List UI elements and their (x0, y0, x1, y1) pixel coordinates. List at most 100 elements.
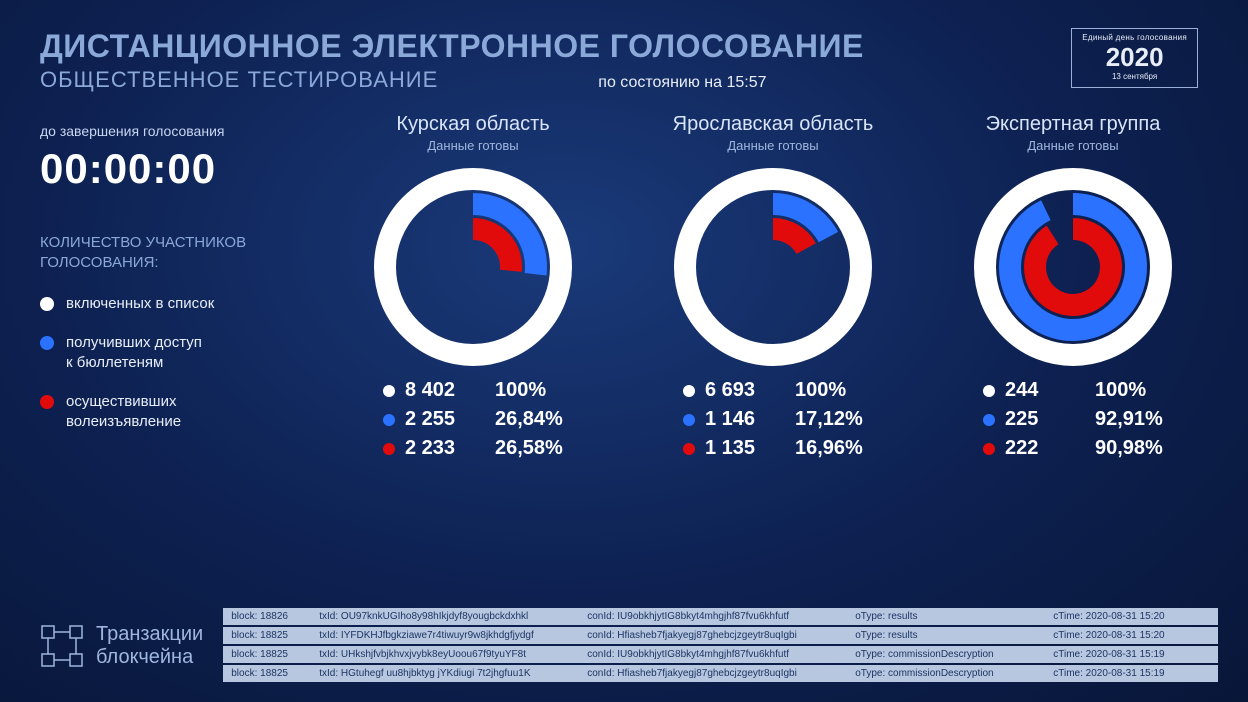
stat-value: 222 (1005, 437, 1085, 460)
region-status: Данные готовы (328, 138, 618, 153)
stat-percent: 90,98% (1095, 437, 1163, 460)
region-panel: Курская область Данные готовы 8 402 100% 2 2… (328, 113, 618, 460)
tx-id: txId: OU97knkUGIho8y98hIkjdyf8yougbckdxh… (319, 611, 569, 622)
stat-dot-icon (383, 414, 395, 426)
region-status: Данные готовы (928, 138, 1218, 153)
stat-dot-icon (383, 443, 395, 455)
stat-row: 2 233 26,58% (383, 437, 618, 460)
stat-row: 1 135 16,96% (683, 437, 918, 460)
region-status: Данные готовы (628, 138, 918, 153)
stat-row: 6 693100% (683, 379, 918, 402)
stat-row: 244 100% (983, 379, 1218, 402)
legend-text: получивших доступк бюллетеням (66, 333, 202, 372)
stat-percent: 16,96% (795, 437, 863, 460)
tx-id: txId: UHkshjfvbjkhvxjvybk8eyUoou67f9tyuY… (319, 649, 569, 660)
legend-dot-icon (40, 395, 54, 409)
blockchain-label: Транзакцииблокчейна (40, 623, 203, 669)
legend-item: получивших доступк бюллетеням (40, 333, 328, 372)
stat-value: 244 (1005, 379, 1085, 402)
countdown-label: до завершения голосования (40, 123, 328, 139)
region-stats: 8 402 100% 2 255 26,84% 2 233 26,58% (328, 379, 618, 460)
stat-value: 2 233 (405, 437, 485, 460)
legend-item: включенных в список (40, 294, 328, 314)
stat-percent: 26,58% (495, 437, 563, 460)
region-name: Экспертная группа (928, 113, 1218, 136)
tx-otype: oType: results (855, 630, 1035, 641)
header-titles: ДИСТАНЦИОННОЕ ЭЛЕКТРОННОЕ ГОЛОСОВАНИЕ ОБ… (40, 28, 1071, 93)
region-name: Курская область (328, 113, 618, 136)
page-subtitle: ОБЩЕСТВЕННОЕ ТЕСТИРОВАНИЕ (40, 67, 438, 93)
tx-block: block: 18825 (231, 630, 301, 641)
stat-percent: 92,91% (1095, 408, 1163, 431)
tx-conid: conId: Hfiasheb7fjakyegj87ghebcjzgeytr8u… (587, 668, 837, 679)
stat-value: 6 693 (705, 379, 785, 402)
transaction-row: block: 18825 txId: IYFDKHJfbgkziawe7r4tiw… (223, 627, 1218, 644)
tx-ctime: cTime: 2020-08-31 15:20 (1053, 630, 1210, 641)
page-title: ДИСТАНЦИОННОЕ ЭЛЕКТРОННОЕ ГОЛОСОВАНИЕ (40, 28, 1071, 65)
region-name: Ярославская область (628, 113, 918, 136)
stat-dot-icon (383, 385, 395, 397)
content: до завершения голосования 00:00:00 КОЛИЧ… (0, 103, 1248, 460)
transactions-table: block: 18826 txId: OU97knkUGIho8y98hIkjdy… (223, 608, 1218, 684)
tx-block: block: 18825 (231, 649, 301, 660)
stat-row: 225 92,91% (983, 408, 1218, 431)
badge-top: Единый день голосования (1082, 33, 1187, 42)
donut-chart (373, 167, 573, 367)
tx-conid: conId: Hfiasheb7fjakyegj87ghebcjzgeytr8u… (587, 630, 837, 641)
stat-dot-icon (983, 414, 995, 426)
transaction-row: block: 18825 txId: HGtuhegf uu8hjbktyg jY… (223, 665, 1218, 682)
election-day-badge: Единый день голосования 2020 13 сентября (1071, 28, 1198, 88)
status-time: по состоянию на 15:57 (598, 74, 766, 92)
tx-otype: oType: commissionDescryption (855, 668, 1035, 679)
tx-id: txId: IYFDKHJfbgkziawe7r4tiwuyr9w8jkhdgf… (319, 630, 569, 641)
tx-otype: oType: commissionDescryption (855, 649, 1035, 660)
stat-value: 225 (1005, 408, 1085, 431)
legend-list: включенных в список получивших доступк бю… (40, 294, 328, 432)
stat-row: 2 255 26,84% (383, 408, 618, 431)
donut-chart (973, 167, 1173, 367)
stat-dot-icon (983, 443, 995, 455)
tx-otype: oType: results (855, 611, 1035, 622)
stat-dot-icon (683, 414, 695, 426)
stat-value: 8 402 (405, 379, 485, 402)
stat-percent: 26,84% (495, 408, 563, 431)
header: ДИСТАНЦИОННОЕ ЭЛЕКТРОННОЕ ГОЛОСОВАНИЕ ОБ… (0, 0, 1248, 103)
stat-row: 8 402 100% (383, 379, 618, 402)
tx-ctime: cTime: 2020-08-31 15:20 (1053, 611, 1210, 622)
footer: Транзакцииблокчейна block: 18826 txId: OU… (40, 608, 1218, 684)
stat-percent: 100% (1095, 379, 1146, 402)
legend-dot-icon (40, 336, 54, 350)
blockchain-label-text: Транзакцииблокчейна (96, 623, 203, 669)
countdown-value: 00:00:00 (40, 145, 328, 193)
tx-block: block: 18826 (231, 611, 301, 622)
badge-year: 2020 (1082, 44, 1187, 70)
stat-dot-icon (683, 385, 695, 397)
badge-date: 13 сентября (1082, 72, 1187, 81)
tx-block: block: 18825 (231, 668, 301, 679)
stat-percent: 100% (495, 379, 546, 402)
left-column: до завершения голосования 00:00:00 КОЛИЧ… (40, 113, 328, 460)
tx-ctime: cTime: 2020-08-31 15:19 (1053, 668, 1210, 679)
region-stats: 244 100% 225 92,91% 222 90,98% (928, 379, 1218, 460)
regions: Курская область Данные готовы 8 402 100% 2 2… (328, 113, 1218, 460)
legend-text: включенных в список (66, 294, 214, 314)
stat-value: 2 255 (405, 408, 485, 431)
tx-conid: conId: IU9obkhjytIG8bkyt4mhgjhf87fvu6khf… (587, 649, 837, 660)
stat-dot-icon (683, 443, 695, 455)
stat-dot-icon (983, 385, 995, 397)
stat-value: 1 135 (705, 437, 785, 460)
tx-ctime: cTime: 2020-08-31 15:19 (1053, 649, 1210, 660)
region-stats: 6 693100% 1 146 17,12% 1 135 16,96% (628, 379, 918, 460)
tx-id: txId: HGtuhegf uu8hjbktyg jYKdiugi 7t2jh… (319, 668, 569, 679)
region-panel: Экспертная группа Данные готовы 244 100% 225… (928, 113, 1218, 460)
donut-chart (673, 167, 873, 367)
stat-value: 1 146 (705, 408, 785, 431)
region-panel: Ярославская область Данные готовы 6 693100… (628, 113, 918, 460)
legend-item: осуществившихволеизъявление (40, 392, 328, 431)
stat-row: 222 90,98% (983, 437, 1218, 460)
legend-text: осуществившихволеизъявление (66, 392, 181, 431)
stat-row: 1 146 17,12% (683, 408, 918, 431)
legend-dot-icon (40, 297, 54, 311)
stat-percent: 17,12% (795, 408, 863, 431)
blockchain-icon (40, 624, 84, 668)
